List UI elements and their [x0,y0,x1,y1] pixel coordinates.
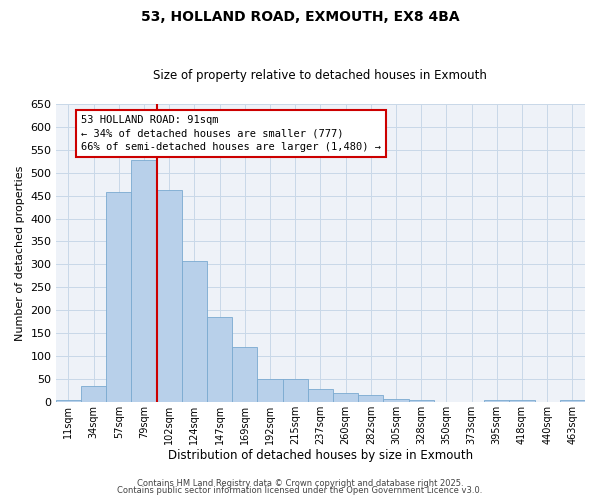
Bar [257,379,283,402]
Bar [81,386,106,402]
Bar [383,398,409,402]
Bar [484,400,509,402]
Bar [56,400,81,402]
Text: 53 HOLLAND ROAD: 91sqm
← 34% of detached houses are smaller (777)
66% of semi-de: 53 HOLLAND ROAD: 91sqm ← 34% of detached… [81,116,381,152]
Bar [333,392,358,402]
Bar [157,190,182,402]
Bar [283,379,308,402]
Bar [207,317,232,402]
Bar [106,192,131,402]
Bar [560,400,585,402]
Bar [509,400,535,402]
Bar [182,261,207,402]
X-axis label: Distribution of detached houses by size in Exmouth: Distribution of detached houses by size … [168,450,473,462]
Bar [131,160,157,402]
Text: Contains public sector information licensed under the Open Government Licence v3: Contains public sector information licen… [118,486,482,495]
Bar [409,400,434,402]
Text: Contains HM Land Registry data © Crown copyright and database right 2025.: Contains HM Land Registry data © Crown c… [137,478,463,488]
Bar [308,390,333,402]
Text: 53, HOLLAND ROAD, EXMOUTH, EX8 4BA: 53, HOLLAND ROAD, EXMOUTH, EX8 4BA [140,10,460,24]
Y-axis label: Number of detached properties: Number of detached properties [15,165,25,340]
Bar [232,347,257,402]
Title: Size of property relative to detached houses in Exmouth: Size of property relative to detached ho… [154,69,487,82]
Bar [358,396,383,402]
